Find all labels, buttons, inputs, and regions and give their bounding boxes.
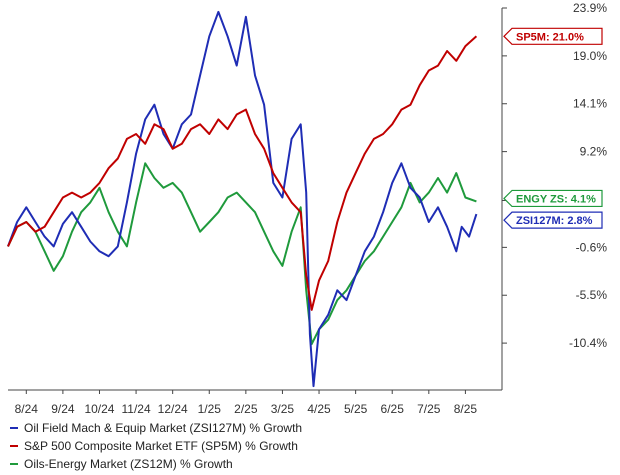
end-tag-label: ZSI127M: 2.8% — [516, 215, 593, 227]
legend-label: S&P 500 Composite Market ETF (SP5M) % Gr… — [24, 439, 298, 453]
y-tick-label: 23.9% — [573, 1, 607, 15]
x-tick-label: 9/24 — [51, 402, 75, 416]
series-line-0 — [7, 10, 478, 388]
x-tick-label: 6/25 — [381, 402, 405, 416]
y-tick-label: -10.4% — [569, 336, 607, 350]
x-tick-label: 2/25 — [234, 402, 258, 416]
x-tick-label: 3/25 — [271, 402, 295, 416]
x-tick-label: 12/24 — [158, 402, 188, 416]
legend-label: Oil Field Mach & Equip Market (ZSI127M) … — [24, 421, 302, 435]
x-tick-label: 8/24 — [15, 402, 39, 416]
end-tag-label: SP5M: 21.0% — [516, 31, 584, 43]
series-line-2 — [7, 162, 477, 346]
x-tick-label: 4/25 — [307, 402, 331, 416]
y-tick-label: 14.1% — [573, 97, 607, 111]
end-tag-box — [503, 189, 603, 208]
legend: Oil Field Mach & Equip Market (ZSI127M) … — [10, 421, 302, 471]
y-tick-label: -0.6% — [576, 240, 608, 254]
y-tick-label: -5.5% — [576, 288, 608, 302]
y-tick-label: 9.2% — [580, 145, 608, 159]
x-tick-label: 11/24 — [122, 402, 151, 416]
series-layer — [7, 10, 478, 388]
y-tick-label: 19.0% — [573, 49, 607, 63]
x-tick-label: 10/24 — [84, 402, 114, 416]
end-tag-box — [503, 27, 603, 45]
end-tags-layer: ZSI127M: 2.8% SP5M: 21.0% ENGY ZS: 4.1% — [503, 27, 603, 229]
axis-layer: 23.9% 19.0% 14.1% 9.2% -0.6% -5.5% -10.4% 8/24 9… — [8, 1, 607, 416]
end-tag-box — [503, 211, 603, 229]
x-tick-label: 5/25 — [344, 402, 368, 416]
x-tick-label: 8/25 — [454, 402, 478, 416]
x-tick-label: 1/25 — [198, 402, 222, 416]
series-line-1 — [7, 35, 478, 311]
x-tick-label: 7/25 — [417, 402, 441, 416]
legend-label: Oils-Energy Market (ZS12M) % Growth — [24, 457, 233, 471]
end-tag-label: ENGY ZS: 4.1% — [516, 193, 596, 205]
